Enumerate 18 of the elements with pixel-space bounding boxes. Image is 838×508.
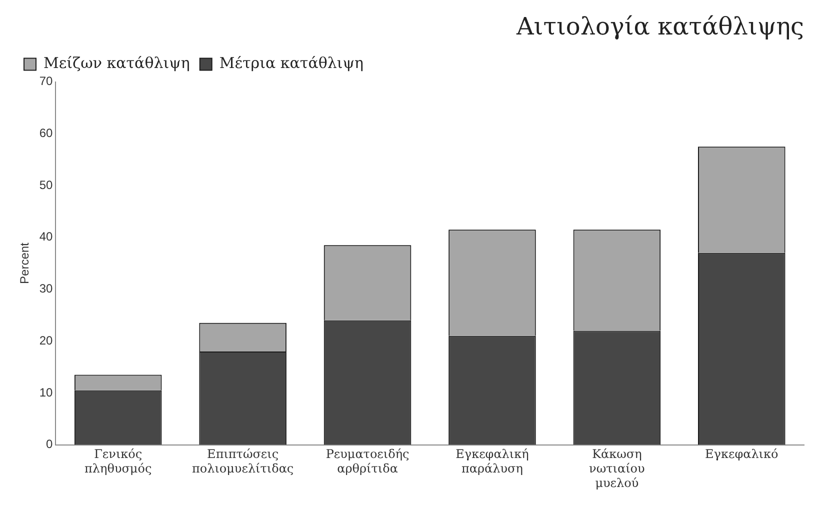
- legend-label: Μείζων κατάθλιψη: [44, 54, 190, 72]
- y-tick-label: 70: [39, 74, 54, 88]
- y-tick-label: 50: [39, 178, 54, 192]
- x-tick-label: Κάκωση νωτιαίου μυελού: [589, 447, 645, 490]
- x-tick-label: Γενικός πληθυσμός: [84, 447, 152, 476]
- y-tick-label: 60: [39, 126, 54, 140]
- x-tick-label: Επιπτώσεις πολιομυελίτιδας: [192, 447, 294, 476]
- y-tick-label: 0: [46, 437, 54, 452]
- y-tick-label: 10: [39, 385, 54, 400]
- x-tick-label: Εγκεφαλική παράλυση: [456, 447, 529, 476]
- legend-label: Μέτρια κατάθλιψη: [219, 54, 364, 72]
- y-axis-title: Percent: [18, 242, 32, 284]
- chart-title: Αιτιολογία κατάθλιψης: [515, 12, 804, 41]
- x-tick-label: Εγκεφαλικό: [705, 447, 778, 462]
- y-tick-label: 40: [39, 230, 54, 244]
- y-tick-label: 30: [39, 282, 54, 296]
- y-tick-label: 20: [39, 333, 54, 348]
- x-tick-label: Ρευματοειδής αρθρίτιδα: [326, 447, 410, 476]
